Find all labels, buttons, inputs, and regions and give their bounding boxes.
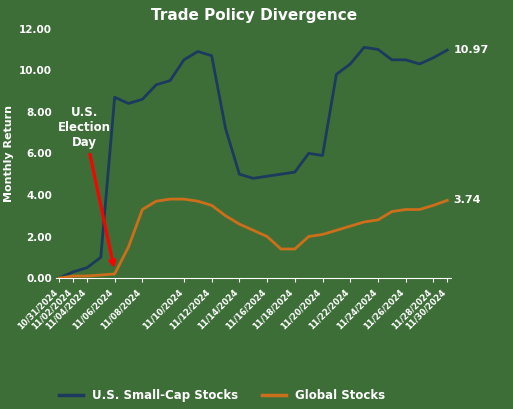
Text: U.S.
Election
Day: U.S. Election Day	[57, 106, 115, 265]
Text: 3.74: 3.74	[453, 196, 481, 205]
Y-axis label: Monthly Return: Monthly Return	[4, 105, 14, 202]
Title: Trade Policy Divergence: Trade Policy Divergence	[151, 8, 357, 23]
Legend: U.S. Small-Cap Stocks, Global Stocks: U.S. Small-Cap Stocks, Global Stocks	[54, 384, 390, 407]
Text: 10.97: 10.97	[453, 45, 489, 55]
